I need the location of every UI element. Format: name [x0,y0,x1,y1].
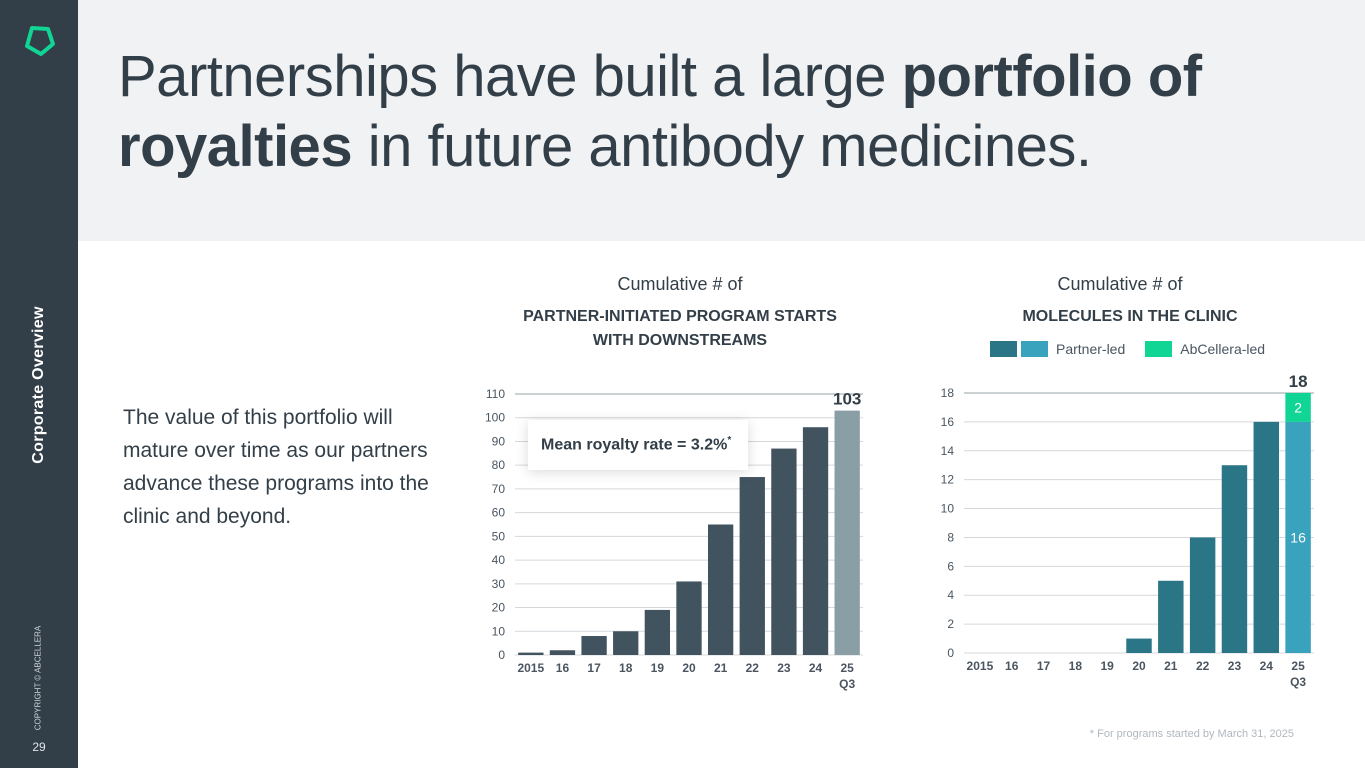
x-tick-label: 22 [746,661,760,675]
x-tick-label: 23 [1228,659,1242,673]
x-tick-label: 25 [841,661,855,675]
y-tick-label: 12 [941,473,955,487]
title-part: in future antibody medicines. [352,114,1092,179]
x-tick-label: 23 [777,661,791,675]
chart1-title: Cumulative # of [617,274,743,294]
bar-partner-led [1221,465,1248,653]
x-tick-label: 16 [1005,659,1019,673]
callout-mark: * [727,435,732,446]
header [78,0,1365,241]
chart2-legend: Partner-led AbCellera-led [990,341,1265,357]
x-tick-label: 16 [556,661,570,675]
legend-swatch-partner-light [1021,341,1048,357]
bar-partner-led [1158,580,1184,653]
royalty-callout: Mean royalty rate = 3.2%* [528,420,748,470]
x-tick-label: 17 [1037,659,1051,673]
x-tick-label: 21 [714,661,728,675]
x-tick-sublabel: Q3 [1290,675,1306,689]
x-tick-label: 20 [1132,659,1146,673]
x-tick-label: 25 [1291,659,1305,673]
subtitle-line: PARTNER-INITIATED PROGRAM STARTS [523,308,837,325]
y-tick-label: 0 [498,648,505,662]
y-tick-label: 100 [485,411,505,425]
title-bold: portfolio of [901,44,1203,109]
y-tick-label: 18 [941,386,955,400]
legend-label: AbCellera-led [1180,341,1266,357]
x-tick-label: 18 [1069,659,1083,673]
x-tick-label: 24 [809,661,823,675]
body-text: The value of this portfolio will mature … [123,406,429,528]
legend-swatch-abcellera [1145,341,1173,357]
y-tick-label: 90 [492,434,506,448]
x-tick-label: 19 [651,661,665,675]
y-tick-label: 2 [947,617,954,631]
y-tick-label: 60 [492,506,506,520]
bar [549,650,576,655]
abcellera-logo-icon [25,26,55,56]
bar [834,410,860,655]
y-tick-label: 40 [492,553,506,567]
x-tick-label: 19 [1101,659,1115,673]
y-tick-label: 8 [947,530,954,544]
bar [739,477,765,655]
segment-label: 2 [1294,399,1302,415]
total-label: 18 [1289,372,1308,391]
y-tick-label: 110 [486,387,505,401]
y-tick-label: 70 [492,482,506,496]
title-bold: royalties [118,114,353,179]
bar-partner-led [1126,638,1152,653]
bar [644,609,671,655]
bar-abcellera-led [1285,393,1311,422]
y-tick-label: 0 [947,646,954,660]
bar [707,524,734,655]
chart1-subtitle: PARTNER-INITIATED PROGRAM STARTS WITH DOW… [480,305,880,353]
y-tick-label: 4 [947,588,954,602]
x-tick-sublabel: Q3 [839,677,855,691]
y-tick-label: 14 [941,444,955,458]
x-tick-label: 17 [587,661,601,675]
bar-partner-led [1253,421,1279,653]
page-title: Partnerships have built a large portfoli… [118,42,1268,182]
total-label: 103 [833,390,861,409]
callout-text: Mean royalty rate = 3.2% [541,436,728,454]
x-tick-label: 22 [1196,659,1210,673]
y-tick-label: 10 [941,502,955,516]
bar [771,448,797,655]
bar-partner-led [1285,421,1311,653]
bar-partner-led [1189,537,1216,653]
y-tick-label: 20 [492,601,506,615]
chart2-subtitle: MOLECULES IN THE CLINIC [1022,308,1238,325]
bar [676,581,702,655]
y-tick-label: 10 [492,624,506,638]
y-tick-label: 30 [492,577,506,591]
bar [613,631,639,655]
chart2-title: Cumulative # of [1057,274,1183,294]
legend-swatch-partner-dark [990,341,1017,357]
title-part: Partnerships have built a large [118,44,902,109]
y-tick-label: 50 [492,529,506,543]
legend-label: Partner-led [1056,341,1126,357]
x-tick-label: 20 [682,661,696,675]
sidebar: Corporate Overview COPYRIGHT © ABCELLERA… [0,0,78,768]
x-tick-label: 2015 [967,659,994,673]
bar [518,652,544,655]
subtitle-line: WITH DOWNSTREAMS [592,332,768,349]
x-tick-label: 18 [619,661,633,675]
segment-label: 16 [1290,529,1306,545]
x-tick-label: 2015 [517,661,544,675]
page-number: 29 [32,740,46,754]
y-tick-label: 16 [941,415,955,429]
bar [802,427,829,655]
y-tick-label: 80 [492,458,506,472]
x-tick-label: 21 [1164,659,1178,673]
x-tick-label: 24 [1260,659,1274,673]
footnote: * For programs started by March 31, 2025 [1089,728,1294,740]
y-tick-label: 6 [947,559,954,573]
bar [581,636,607,655]
